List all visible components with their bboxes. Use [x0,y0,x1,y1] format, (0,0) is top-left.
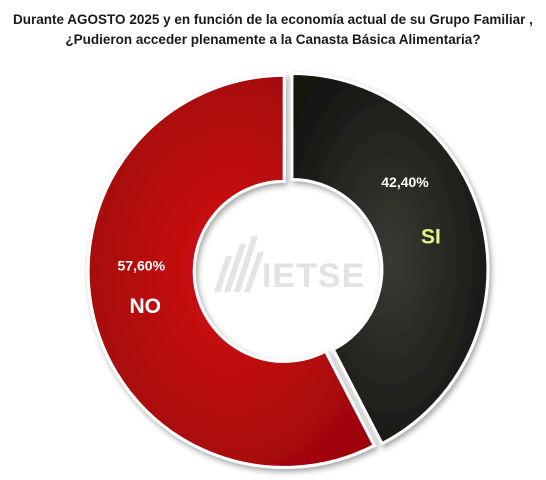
slice-label-si: SI [421,226,441,249]
chart-title-line-1: Durante AGOSTO 2025 y en función de la e… [13,12,533,27]
center-logo: IETSE [214,236,365,295]
chart-title-line-2: ¿Pudieron acceder plenamente a la Canast… [65,32,481,47]
slice-no [86,73,377,469]
logo-text: IETSE [262,257,365,295]
slice-si [290,72,490,446]
slice-value-si: 42,40% [381,174,429,190]
chart-title: Durante AGOSTO 2025 y en función de la e… [0,10,546,50]
slice-value-no: 57,60% [118,258,166,274]
slice-label-no: NO [129,295,161,318]
logo-bars-icon [214,236,264,292]
